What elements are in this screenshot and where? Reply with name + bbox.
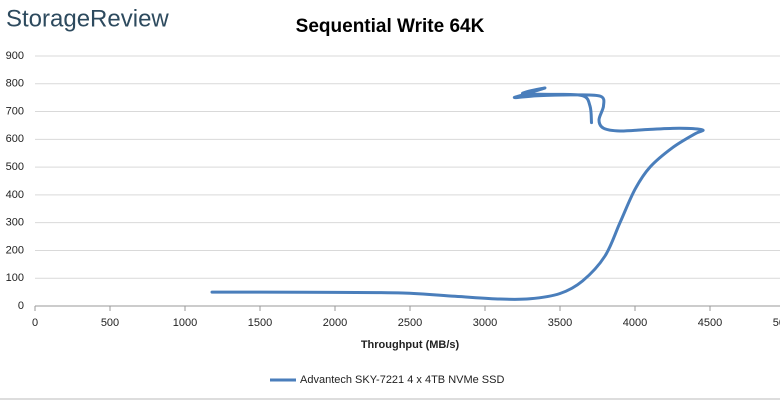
- x-tick-label: 3500: [548, 317, 572, 329]
- x-axis-title: Throughput (MB/s): [361, 339, 460, 351]
- y-tick-label: 500: [6, 161, 24, 173]
- x-tick-label: 3000: [473, 317, 497, 329]
- y-tick-label: 100: [6, 272, 24, 284]
- y-tick-label: 800: [6, 78, 24, 90]
- y-tick-label: 300: [6, 217, 24, 229]
- x-tick-label: 4000: [623, 317, 647, 329]
- x-tick-label: 0: [32, 317, 38, 329]
- x-tick-label: 1500: [248, 317, 272, 329]
- y-tick-label: 400: [6, 189, 24, 201]
- y-tick-label: 700: [6, 105, 24, 117]
- y-tick-label: 0: [18, 300, 24, 312]
- legend-label: Advantech SKY-7221 4 x 4TB NVMe SSD: [300, 374, 504, 386]
- y-tick-label: 200: [6, 244, 24, 256]
- x-tick-label: 500: [101, 317, 119, 329]
- x-tick-label: 5000: [773, 317, 780, 329]
- x-tick-label: 2500: [398, 317, 422, 329]
- x-tick-label: 2000: [323, 317, 347, 329]
- x-tick-label: 4500: [698, 317, 722, 329]
- y-tick-label: 900: [6, 50, 24, 62]
- y-tick-label: 600: [6, 133, 24, 145]
- data-line: [210, 86, 705, 301]
- brand-logo: StorageReview: [6, 5, 169, 32]
- chart-title: Sequential Write 64K: [296, 16, 485, 37]
- x-tick-label: 1000: [173, 317, 197, 329]
